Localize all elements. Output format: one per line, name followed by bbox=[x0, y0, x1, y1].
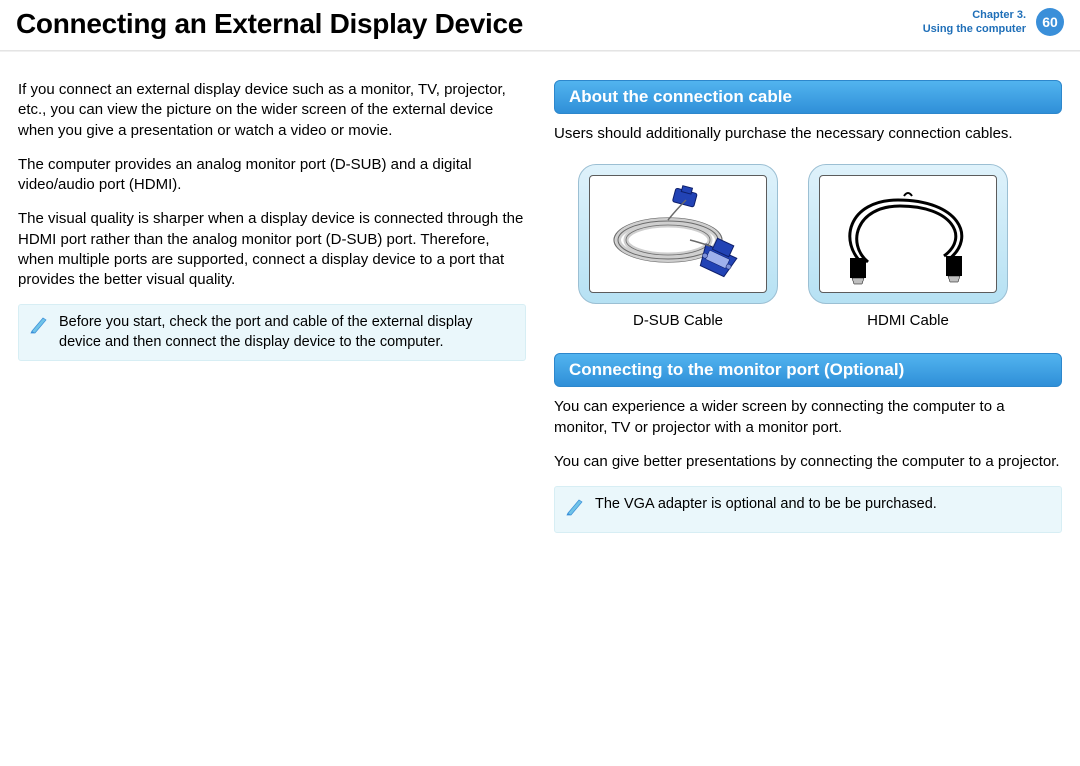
note-text-1: Before you start, check the port and cab… bbox=[59, 313, 513, 352]
chapter-text: Chapter 3. Using the computer bbox=[923, 8, 1026, 37]
page-title: Connecting an External Display Device bbox=[16, 8, 923, 40]
page-number: 60 bbox=[1042, 14, 1058, 30]
hdmi-cable-card: HDMI Cable bbox=[808, 164, 1008, 329]
section2-p2: You can give better presentations by con… bbox=[554, 452, 1062, 472]
note-text-2: The VGA adapter is optional and to be be… bbox=[595, 495, 937, 524]
page-number-badge: 60 bbox=[1036, 8, 1064, 36]
note-icon bbox=[29, 315, 49, 352]
left-column: If you connect an external display devic… bbox=[18, 80, 526, 533]
page-header: Connecting an External Display Device Ch… bbox=[0, 0, 1080, 50]
right-column: About the connection cable Users should … bbox=[554, 80, 1062, 533]
content-area: If you connect an external display devic… bbox=[0, 80, 1080, 533]
section-header-monitor: Connecting to the monitor port (Optional… bbox=[554, 353, 1062, 387]
cable-row: D-SUB Cable bbox=[578, 164, 1062, 329]
hdmi-cable-label: HDMI Cable bbox=[808, 312, 1008, 329]
section2-p1: You can experience a wider screen by con… bbox=[554, 397, 1062, 438]
intro-p1: If you connect an external display devic… bbox=[18, 80, 526, 141]
dsub-cable-frame bbox=[578, 164, 778, 304]
section1-p1: Users should additionally purchase the n… bbox=[554, 124, 1062, 144]
chapter-info: Chapter 3. Using the computer 60 bbox=[923, 8, 1064, 37]
dsub-cable-label: D-SUB Cable bbox=[578, 312, 778, 329]
chapter-name: Using the computer bbox=[923, 22, 1026, 36]
intro-p2: The computer provides an analog monitor … bbox=[18, 155, 526, 196]
note-icon bbox=[565, 497, 585, 524]
hdmi-cable-illustration bbox=[819, 175, 997, 293]
section-title-1: About the connection cable bbox=[569, 87, 792, 106]
header-divider bbox=[0, 50, 1080, 52]
hdmi-cable-frame bbox=[808, 164, 1008, 304]
section-header-cable: About the connection cable bbox=[554, 80, 1062, 114]
note-box-1: Before you start, check the port and cab… bbox=[18, 304, 526, 361]
intro-p3: The visual quality is sharper when a dis… bbox=[18, 209, 526, 290]
section-title-2: Connecting to the monitor port (Optional… bbox=[569, 360, 904, 379]
dsub-cable-illustration bbox=[589, 175, 767, 293]
dsub-cable-card: D-SUB Cable bbox=[578, 164, 778, 329]
note-box-2: The VGA adapter is optional and to be be… bbox=[554, 486, 1062, 533]
chapter-number: Chapter 3. bbox=[923, 8, 1026, 22]
